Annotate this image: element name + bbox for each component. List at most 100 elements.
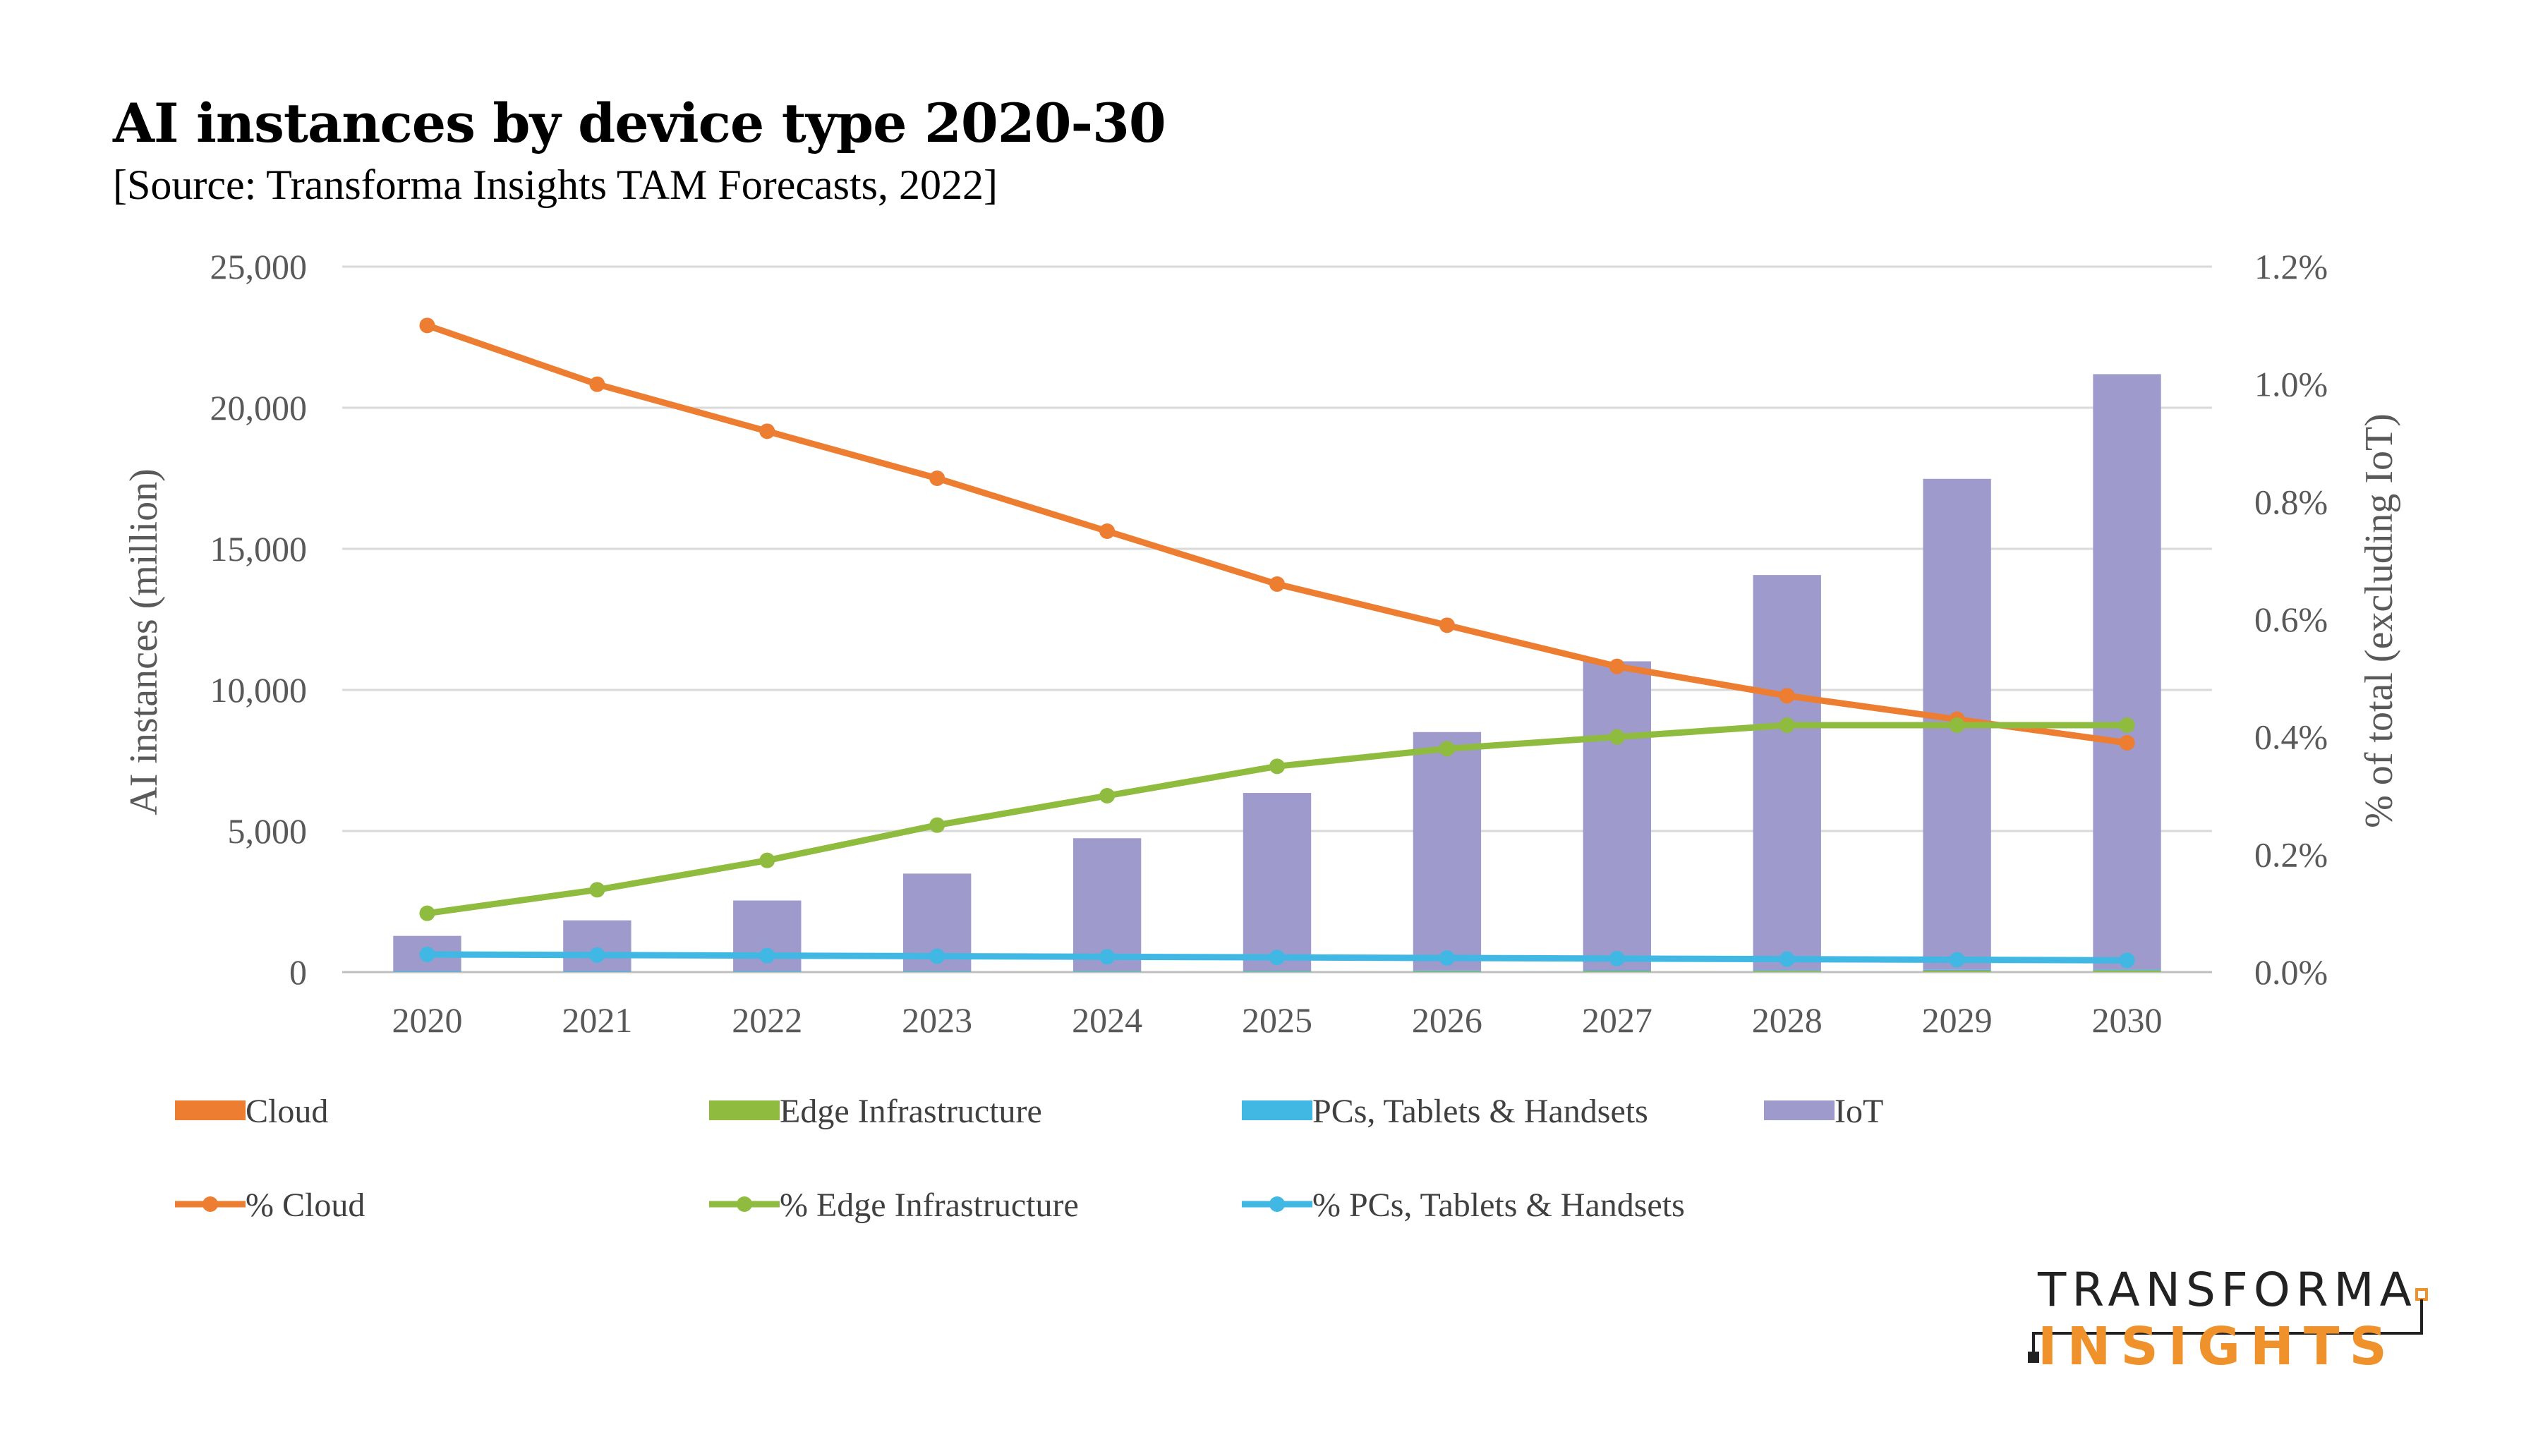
bar-edge-infrastructure [1583, 971, 1651, 972]
chart-title: AI instances by device type 2020-30 [113, 92, 1166, 154]
bar-iot [1243, 793, 1312, 971]
legend-label: Edge Infrastructure [780, 1093, 1042, 1130]
point-edge-infrastructure [929, 817, 945, 833]
y-tick-label: 5,000 [228, 811, 308, 851]
point-pcs-tablets-handsets [1439, 950, 1455, 966]
legend-label: IoT [1835, 1093, 1883, 1130]
point-edge-infrastructure [1609, 729, 1625, 745]
x-tick-label: 2029 [1922, 1000, 1993, 1040]
point-pcs-tablets-handsets [1609, 950, 1625, 966]
point-pcs-tablets-handsets [1269, 950, 1285, 966]
bar-iot [1753, 575, 1821, 971]
point-edge-infrastructure [2119, 717, 2135, 733]
y2-tick-label: 0.8% [2254, 482, 2328, 521]
y-tick-label: 20,000 [210, 388, 308, 427]
bar-iot [1583, 661, 1651, 971]
bar-iot [1413, 732, 1482, 971]
legend-swatch [709, 1100, 780, 1120]
y2-axis-title: % of total (excluding IoT) [2357, 413, 2401, 828]
y-axis-title: AI instances (million) [122, 468, 166, 815]
bar-edge-infrastructure [2093, 970, 2161, 972]
y-tick-label: 15,000 [210, 529, 308, 569]
point-edge-infrastructure [1779, 717, 1795, 733]
x-tick-label: 2025 [1242, 1000, 1312, 1040]
bar-edge-infrastructure [1413, 971, 1482, 972]
point-cloud [1609, 658, 1625, 674]
y2-tick-label: 0.0% [2254, 952, 2328, 992]
logo-line1: TRANSFORMA [2038, 1263, 2417, 1317]
bar-pcs-tablets-handsets [2093, 969, 2161, 971]
point-cloud [589, 376, 605, 392]
point-edge-infrastructure [589, 882, 605, 898]
point-cloud [1099, 523, 1116, 539]
legend-label: Cloud [246, 1093, 328, 1130]
bar-iot [563, 920, 632, 971]
point-pcs-tablets-handsets [1949, 952, 1965, 968]
x-tick-label: 2020 [392, 1000, 462, 1040]
point-cloud [2119, 735, 2135, 751]
bar-pcs-tablets-handsets [1923, 969, 1991, 971]
bar-iot [2093, 374, 2161, 970]
logo-line2: INSIGHTS [2038, 1316, 2397, 1377]
point-edge-infrastructure [1949, 717, 1965, 733]
y-tick-label: 10,000 [210, 670, 308, 710]
x-tick-label: 2024 [1072, 1000, 1142, 1040]
legend-swatch [1242, 1100, 1312, 1120]
point-pcs-tablets-handsets [1779, 951, 1795, 967]
point-pcs-tablets-handsets [589, 947, 605, 963]
x-tick-label: 2030 [2092, 1000, 2163, 1040]
point-pcs-tablets-handsets [2119, 952, 2135, 969]
x-tick-label: 2023 [902, 1000, 972, 1040]
x-axis-ticks: 2020 2021 2022 2023 2024 2025 2026 2027 2028 2029… [392, 1000, 2162, 1040]
point-cloud [1779, 688, 1795, 704]
y2-axis-ticks: 0.0% 0.2% 0.4% 0.6% 0.8% 1.0% 1.2% [2254, 247, 2328, 992]
bar-pcs-tablets-handsets [733, 971, 802, 972]
chart-subtitle: [Source: Transforma Insights TAM Forecas… [113, 162, 998, 208]
logo-frame-icon [2028, 1288, 2428, 1363]
legend-swatch [1764, 1100, 1835, 1120]
legend: Cloud Edge Infrastructure PCs, Tablets & H… [175, 1093, 1883, 1224]
x-tick-label: 2028 [1752, 1000, 1823, 1040]
y-tick-label: 25,000 [210, 247, 308, 286]
y-axis-ticks: 0 5,000 10,000 15,000 20,000 25,000 [210, 247, 308, 992]
point-pcs-tablets-handsets [759, 947, 775, 964]
bar-edge-infrastructure [1923, 971, 1991, 972]
y2-tick-label: 1.0% [2254, 365, 2328, 404]
x-tick-label: 2021 [562, 1000, 632, 1040]
bar-edge-infrastructure [1243, 971, 1312, 972]
point-edge-infrastructure [1099, 788, 1116, 803]
legend-marker [1269, 1196, 1285, 1212]
legend-swatch [175, 1100, 246, 1120]
bar-pcs-tablets-handsets [563, 971, 632, 972]
point-pcs-tablets-handsets [929, 948, 945, 964]
legend-marker [737, 1196, 752, 1212]
y2-tick-label: 0.6% [2254, 600, 2328, 639]
legend-label: % Edge Infrastructure [780, 1187, 1079, 1224]
y2-tick-label: 1.2% [2254, 247, 2328, 286]
point-cloud [1269, 576, 1285, 592]
bar-pcs-tablets-handsets [1753, 970, 1821, 971]
bar-pcs-tablets-handsets [393, 971, 461, 972]
legend-marker [203, 1196, 218, 1212]
point-cloud [759, 423, 775, 439]
bar-pcs-tablets-handsets [1583, 970, 1651, 971]
y2-tick-label: 0.2% [2254, 835, 2328, 874]
x-tick-label: 2022 [732, 1000, 802, 1040]
point-edge-infrastructure [1439, 741, 1455, 757]
x-tick-label: 2027 [1582, 1000, 1652, 1040]
legend-label: % Cloud [246, 1187, 365, 1224]
point-cloud [419, 317, 435, 334]
y-tick-label: 0 [289, 952, 307, 992]
x-tick-label: 2026 [1412, 1000, 1482, 1040]
legend-label: % PCs, Tablets & Handsets [1312, 1187, 1685, 1224]
point-edge-infrastructure [759, 852, 775, 868]
point-edge-infrastructure [419, 905, 435, 921]
point-cloud [1439, 617, 1455, 633]
bar-edge-infrastructure [1753, 971, 1821, 972]
bar-iot [1072, 838, 1142, 971]
point-edge-infrastructure [1269, 758, 1285, 775]
point-pcs-tablets-handsets [1099, 949, 1116, 965]
point-cloud [929, 471, 945, 486]
point-pcs-tablets-handsets [419, 947, 435, 962]
